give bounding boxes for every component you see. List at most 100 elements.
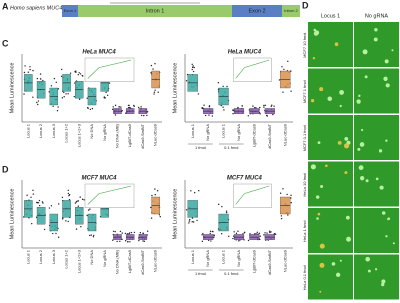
category-label: No gRNA (236, 250, 241, 267)
point (133, 104, 135, 107)
point (81, 74, 83, 77)
point (26, 194, 28, 196)
point (65, 220, 67, 222)
point (269, 231, 271, 234)
point (210, 240, 212, 242)
point (203, 104, 205, 106)
spot (315, 195, 320, 199)
category-label: Locus 1 (190, 123, 195, 138)
spot (385, 83, 390, 88)
y-axis-label: Mean Luminescence (9, 63, 15, 114)
point (282, 188, 284, 190)
group-label: 1 fmol (195, 145, 206, 150)
category-label: No DNA (89, 124, 94, 139)
spot (383, 76, 388, 81)
plot-title: HeLa MUC4 (82, 50, 116, 56)
point (263, 234, 265, 236)
point (270, 231, 272, 233)
category-label: No gRNA (205, 124, 210, 141)
point (29, 66, 31, 68)
point (112, 239, 114, 241)
point (290, 70, 292, 72)
point (193, 192, 196, 194)
point (217, 203, 220, 206)
point (222, 85, 224, 88)
point (89, 108, 92, 111)
spot (319, 243, 325, 249)
category-label: Locus 1+2+3 (76, 249, 81, 273)
point (278, 79, 281, 81)
category-label: No DNA (MB) (115, 249, 120, 274)
point (119, 230, 122, 233)
point (142, 240, 144, 242)
spot (327, 96, 333, 101)
point (63, 96, 65, 98)
point (57, 203, 60, 205)
point (74, 202, 77, 204)
point (208, 105, 211, 108)
spot (378, 149, 383, 153)
point (290, 202, 292, 204)
spot (344, 171, 348, 175)
point (191, 66, 194, 69)
point (225, 211, 228, 214)
point (38, 199, 41, 202)
point (57, 106, 59, 108)
point (185, 80, 188, 82)
point (36, 201, 38, 204)
spot (360, 176, 365, 181)
point (39, 73, 42, 75)
point (108, 82, 111, 84)
point (32, 189, 34, 191)
gene-name: Homo sapiens MUC4 (10, 5, 62, 11)
point (241, 105, 243, 107)
point (41, 201, 44, 203)
inset-curve (87, 59, 132, 79)
point (37, 103, 39, 106)
point (38, 204, 41, 207)
point (270, 105, 272, 108)
category-label: No DNA (89, 250, 94, 265)
inset-curve (235, 59, 270, 79)
spot (345, 215, 350, 220)
point (287, 60, 289, 62)
category-label: Locus 2 (38, 123, 43, 138)
point (286, 193, 288, 196)
micrograph (354, 68, 399, 114)
group-label: 1 fmol (195, 271, 206, 276)
point (201, 234, 203, 236)
exon (62, 5, 78, 17)
spot (391, 49, 394, 52)
point (61, 196, 64, 199)
point (120, 106, 122, 108)
point (143, 114, 145, 117)
point (237, 230, 239, 232)
point (43, 228, 46, 231)
spot (392, 242, 395, 245)
point (235, 232, 238, 235)
point (190, 190, 192, 192)
point (24, 65, 26, 67)
point (271, 104, 273, 106)
point (153, 91, 156, 93)
panel-label: D (2, 164, 9, 174)
point (75, 70, 77, 72)
category-label: Locus 1 (25, 123, 30, 138)
spot (375, 177, 379, 181)
point (75, 201, 78, 203)
category-label: No gRNA (205, 250, 210, 267)
point (114, 104, 117, 107)
group-label: 0.1 fmol (224, 145, 238, 150)
point (106, 94, 109, 97)
point (238, 240, 240, 242)
point (282, 91, 284, 93)
point (52, 105, 54, 108)
spot (358, 165, 364, 171)
point (290, 90, 292, 92)
point (67, 220, 69, 223)
spot (365, 179, 369, 183)
point (37, 100, 40, 102)
category-label: Locus 3 (51, 249, 56, 264)
spot (344, 136, 349, 141)
point (150, 217, 153, 219)
